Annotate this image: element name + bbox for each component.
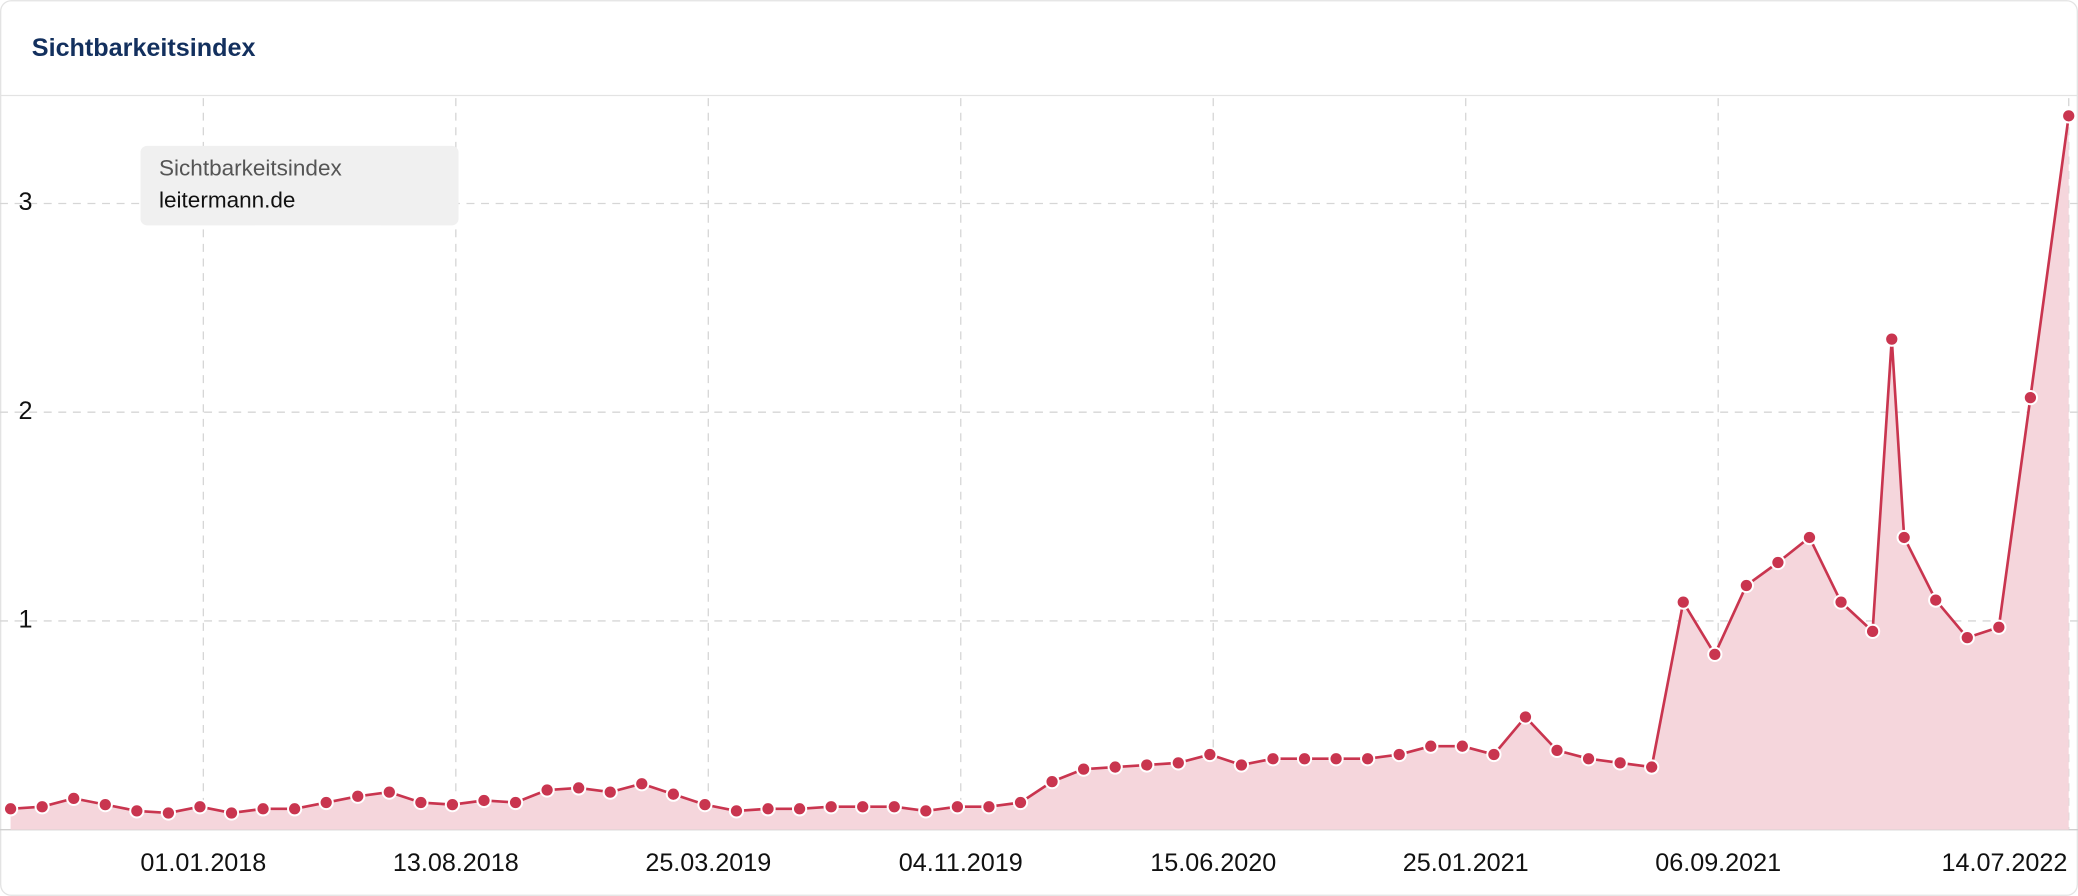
point xyxy=(34,799,50,815)
point xyxy=(2022,389,2039,406)
x-tick-label: 25.03.2019 xyxy=(645,849,771,877)
point xyxy=(129,803,145,819)
point xyxy=(1296,751,1313,767)
point xyxy=(1612,755,1628,771)
plot-area: 1 2 3 01.01.2018 13.08.2018 25.03.2019 04.11.2… xyxy=(0,98,2078,877)
point xyxy=(1675,594,1691,610)
point xyxy=(886,799,902,815)
point xyxy=(602,784,618,800)
x-tick-label: 14.07.2022 xyxy=(1941,849,2067,877)
point xyxy=(1233,757,1250,773)
point xyxy=(1391,746,1407,763)
point xyxy=(791,801,808,817)
x-tick-label: 15.06.2020 xyxy=(1150,849,1276,877)
point xyxy=(1486,746,1502,763)
point xyxy=(1170,755,1186,771)
y-tick-label: 1 xyxy=(19,606,33,634)
point xyxy=(1884,331,1900,347)
point xyxy=(949,799,966,815)
x-tick-label: 06.09.2021 xyxy=(1655,849,1781,877)
point xyxy=(1044,774,1060,790)
y-tick-label: 2 xyxy=(19,397,33,425)
y-tick-label: 3 xyxy=(19,188,33,216)
point xyxy=(728,803,745,819)
legend-title: Sichtbarkeitsindex xyxy=(159,156,342,181)
point xyxy=(539,782,555,798)
x-tick-label: 01.01.2018 xyxy=(140,849,266,877)
point xyxy=(1328,751,1344,767)
x-tick-label: 04.11.2019 xyxy=(899,849,1023,877)
legend-box xyxy=(140,145,459,226)
point xyxy=(1644,759,1660,775)
point xyxy=(413,794,429,811)
point xyxy=(1896,529,1912,546)
point xyxy=(1454,738,1470,754)
point xyxy=(1076,761,1092,777)
point xyxy=(697,797,713,813)
point xyxy=(634,776,650,792)
point xyxy=(444,797,461,813)
point xyxy=(1801,529,1818,546)
point xyxy=(823,799,839,815)
point xyxy=(1360,751,1376,767)
point xyxy=(318,794,334,811)
point xyxy=(1580,751,1597,767)
point xyxy=(760,801,776,817)
point xyxy=(1770,554,1786,571)
legend: Sichtbarkeitsindex leitermann.de xyxy=(140,145,459,226)
point xyxy=(476,792,492,809)
x-tick-label: 13.08.2018 xyxy=(393,849,519,877)
point xyxy=(1738,577,1754,594)
point xyxy=(1991,619,2007,635)
area xyxy=(10,115,2069,830)
point xyxy=(1265,751,1281,767)
point xyxy=(1139,757,1155,773)
point xyxy=(665,786,681,802)
point xyxy=(1707,646,1723,662)
point xyxy=(223,805,240,821)
point xyxy=(350,788,366,804)
point xyxy=(918,803,934,819)
point xyxy=(255,801,271,817)
point xyxy=(1107,759,1123,775)
point xyxy=(2061,108,2077,124)
point xyxy=(97,797,113,813)
point xyxy=(1549,742,1565,758)
point xyxy=(192,799,208,815)
point xyxy=(1959,630,1975,646)
point xyxy=(1864,623,1881,640)
legend-entry: leitermann.de xyxy=(159,187,295,212)
point xyxy=(66,790,82,806)
point xyxy=(1833,594,1849,610)
point xyxy=(160,805,177,821)
point xyxy=(2,801,19,817)
point xyxy=(1202,746,1218,763)
point xyxy=(507,794,524,811)
x-tick-label: 25.01.2021 xyxy=(1403,849,1529,877)
point xyxy=(287,801,303,817)
point xyxy=(1517,709,1534,725)
chart-title: Sichtbarkeitsindex xyxy=(32,34,256,62)
point xyxy=(571,780,587,796)
point xyxy=(381,784,397,800)
point xyxy=(1423,738,1439,754)
point xyxy=(855,799,871,815)
point xyxy=(1928,592,1944,608)
point xyxy=(1012,794,1029,811)
point xyxy=(981,799,997,815)
